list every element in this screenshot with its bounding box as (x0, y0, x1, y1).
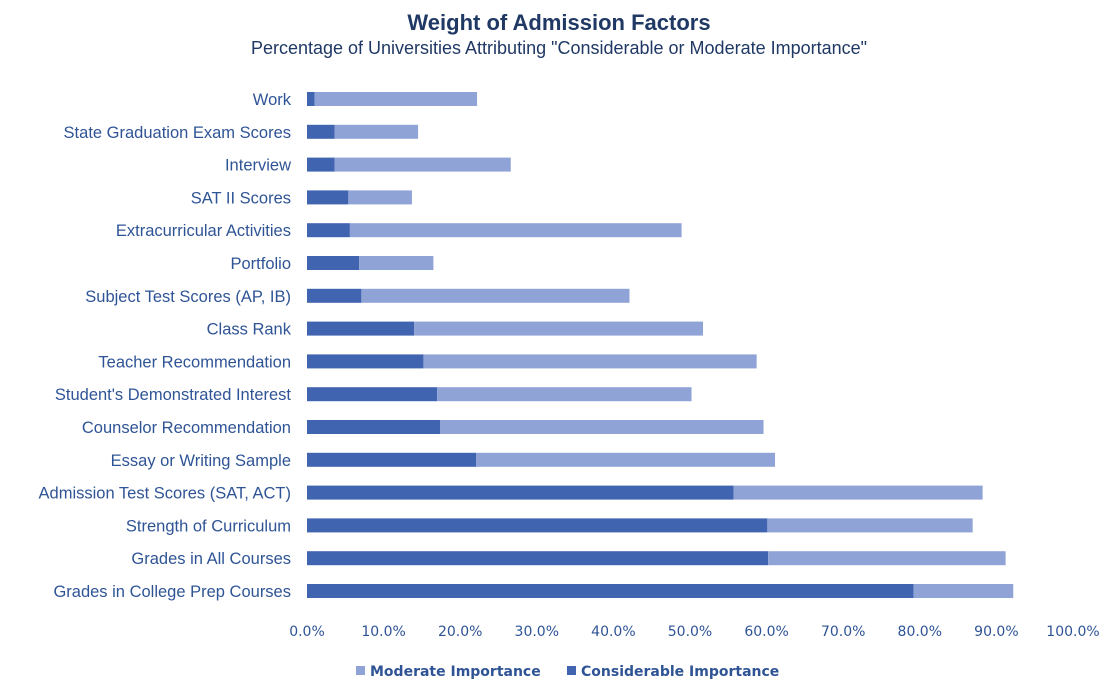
x-tick-label: 70.0% (821, 624, 865, 640)
bar-considerable-importance (307, 190, 349, 205)
bar-moderate-importance (314, 92, 478, 106)
bar-considerable-importance (307, 354, 424, 369)
bar-moderate-importance (334, 157, 511, 172)
bar-moderate-importance (440, 420, 764, 434)
bar-moderate-importance (768, 551, 1006, 566)
bar-moderate-importance (733, 485, 983, 500)
legend-swatch-considerable-importance (567, 666, 576, 675)
bar-moderate-importance (437, 387, 692, 402)
bars-group (307, 92, 1014, 598)
category-label: Grades in All Courses (131, 550, 291, 568)
legend-label-considerable-importance: Considerable Importance (581, 664, 779, 680)
x-tick-label: 80.0% (898, 624, 942, 640)
category-label: Subject Test Scores (AP, IB) (85, 288, 291, 306)
bar-considerable-importance (307, 387, 438, 402)
bar-considerable-importance (307, 452, 477, 467)
x-tick-label: 100.0% (1046, 624, 1099, 640)
bar-moderate-importance (359, 256, 434, 270)
bar-moderate-importance (767, 518, 973, 533)
bar-moderate-importance (349, 223, 682, 238)
category-label: Work (253, 91, 292, 109)
x-axis-ticks: 0.0% 10.0% 20.0% 30.0% 40.0% 50.0% 60.0% 70.0% 8… (289, 624, 1099, 640)
category-label: Student's Demonstrated Interest (55, 386, 292, 404)
x-tick-label: 30.0% (515, 624, 559, 640)
x-tick-label: 90.0% (974, 624, 1018, 640)
bar-considerable-importance (307, 256, 360, 270)
bar-considerable-importance (307, 420, 441, 434)
category-label: Strength of Curriculum (126, 517, 291, 535)
bar-moderate-importance (348, 190, 412, 205)
x-tick-label: 50.0% (668, 624, 712, 640)
legend-swatch-moderate-importance (356, 666, 365, 675)
category-label: State Graduation Exam Scores (64, 124, 291, 142)
bar-considerable-importance (307, 288, 362, 303)
category-label: Interview (225, 157, 291, 175)
chart-subtitle: Percentage of Universities Attributing "… (251, 38, 867, 58)
bar-moderate-importance (334, 124, 419, 139)
category-labels: Work State Graduation Exam Scores Intervie… (39, 91, 292, 601)
bar-considerable-importance (307, 124, 335, 139)
bar-considerable-importance (307, 518, 768, 533)
bar-considerable-importance (307, 157, 335, 172)
bar-considerable-importance (307, 551, 769, 566)
bar-moderate-importance (423, 354, 757, 369)
x-tick-label: 40.0% (591, 624, 635, 640)
x-tick-label: 10.0% (361, 624, 405, 640)
category-label: Grades in College Prep Courses (53, 583, 291, 601)
category-label: Class Rank (207, 321, 292, 339)
legend-label-moderate-importance: Moderate Importance (370, 664, 541, 680)
category-label: SAT II Scores (191, 189, 291, 207)
category-label: Essay or Writing Sample (111, 452, 291, 470)
bar-considerable-importance (307, 584, 914, 598)
x-tick-label: 20.0% (438, 624, 482, 640)
category-label: Teacher Recommendation (98, 353, 291, 371)
chart-title: Weight of Admission Factors (407, 10, 710, 35)
category-label: Admission Test Scores (SAT, ACT) (39, 485, 291, 503)
bar-moderate-importance (913, 584, 1014, 598)
legend: Moderate Importance Considerable Importan… (356, 664, 779, 680)
bar-moderate-importance (476, 452, 776, 467)
x-tick-label: 60.0% (744, 624, 788, 640)
x-tick-label: 0.0% (289, 624, 325, 640)
bar-considerable-importance (307, 223, 350, 238)
bar-considerable-importance (307, 321, 415, 336)
category-label: Portfolio (230, 255, 291, 273)
bar-moderate-importance (414, 321, 704, 336)
category-label: Extracurricular Activities (116, 222, 291, 240)
bar-moderate-importance (361, 288, 630, 303)
category-label: Counselor Recommendation (82, 419, 291, 437)
bar-considerable-importance (307, 92, 315, 106)
bar-considerable-importance (307, 485, 734, 500)
